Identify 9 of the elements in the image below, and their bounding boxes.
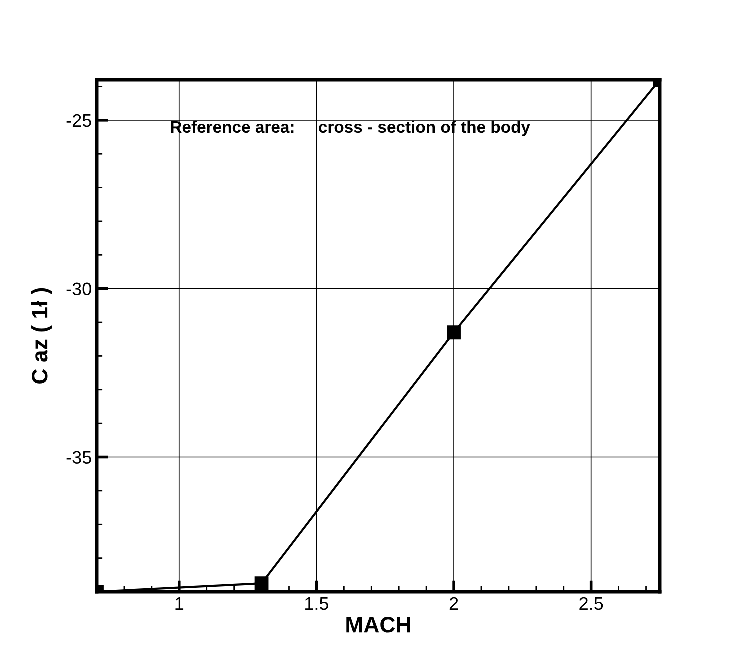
x-tick-label: 1.5	[306, 598, 328, 610]
x-tick-label: 1	[176, 598, 184, 610]
y-tick-label: -30	[66, 282, 92, 296]
y-tick-label: -35	[66, 451, 92, 464]
y-axis-title: C az ( 1ł )	[31, 288, 52, 384]
x-tick-label: 2	[450, 597, 458, 610]
y-tick-label: -25	[66, 114, 92, 128]
x-axis-title: MACH	[346, 617, 410, 633]
x-tick-label: 2.5	[580, 597, 604, 610]
